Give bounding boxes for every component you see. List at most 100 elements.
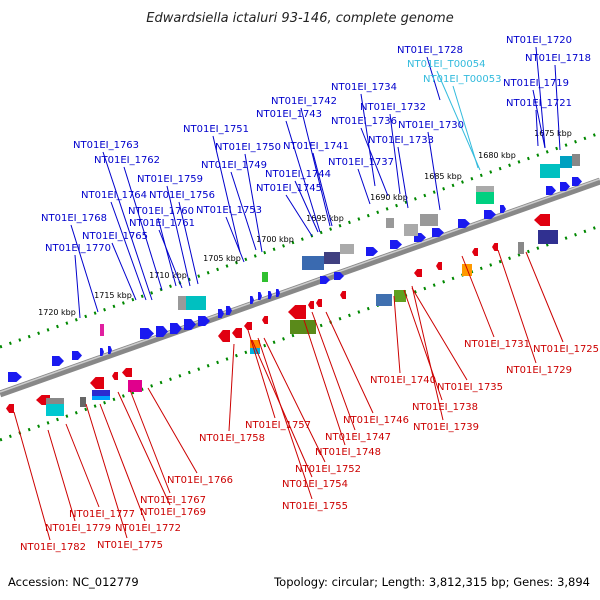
leader-nt01ei-1730 <box>427 131 441 211</box>
leader-nt01ei-1749 <box>230 171 257 251</box>
gene-label-nt01ei-1766[interactable]: NT01EI_1766 <box>167 475 233 486</box>
gene-label-nt01ei-1760[interactable]: NT01EI_1760 <box>128 206 194 217</box>
scale-label: 1705 kbp <box>203 254 241 263</box>
gene-box <box>476 190 494 204</box>
gene-label-nt01ei-1777[interactable]: NT01EI_1777 <box>69 509 135 520</box>
gene-label-nt01ei-1775[interactable]: NT01EI_1775 <box>97 540 163 551</box>
gene-label-nt01ei-1754[interactable]: NT01EI_1754 <box>282 479 348 490</box>
gene-label-nt01ei-1769[interactable]: NT01EI_1769 <box>140 507 206 518</box>
gene-label-nt01ei-1734[interactable]: NT01EI_1734 <box>331 82 397 93</box>
gene-label-nt01ei-1733[interactable]: NT01EI_1733 <box>368 135 434 146</box>
gene-box <box>420 214 438 226</box>
gene-label-nt01ei-t00054[interactable]: NT01EI_T00054 <box>407 59 486 70</box>
gene-label-nt01ei-1748[interactable]: NT01EI_1748 <box>315 447 381 458</box>
gene-label-nt01ei-1728[interactable]: NT01EI_1728 <box>397 45 463 56</box>
leader-nt01ei-1777 <box>65 423 100 508</box>
gene-label-nt01ei-1763[interactable]: NT01EI_1763 <box>73 140 139 151</box>
gene-label-nt01ei-1772[interactable]: NT01EI_1772 <box>115 523 181 534</box>
gene-label-nt01ei-1764[interactable]: NT01EI_1764 <box>81 190 147 201</box>
gene-label-nt01ei-1744[interactable]: NT01EI_1744 <box>265 169 331 180</box>
gene-label-nt01ei-1747[interactable]: NT01EI_1747 <box>325 432 391 443</box>
gene-box <box>128 380 142 392</box>
leader-nt01ei-1760 <box>157 217 177 287</box>
leader-nt01ei-1734 <box>360 93 376 187</box>
gene-arrow <box>276 289 280 297</box>
gene-box <box>46 404 64 416</box>
gene-label-nt01ei-1752[interactable]: NT01EI_1752 <box>295 464 361 475</box>
gene-label-nt01ei-1739[interactable]: NT01EI_1739 <box>413 422 479 433</box>
gene-box <box>540 164 560 178</box>
gene-label-nt01ei-1735[interactable]: NT01EI_1735 <box>437 382 503 393</box>
gene-label-nt01ei-1755[interactable]: NT01EI_1755 <box>282 501 348 512</box>
leader-nt01ei-1761 <box>158 229 183 289</box>
gene-label-nt01ei-1741[interactable]: NT01EI_1741 <box>283 141 349 152</box>
gene-label-nt01ei-1738[interactable]: NT01EI_1738 <box>412 402 478 413</box>
gene-label-nt01ei-1762[interactable]: NT01EI_1762 <box>94 155 160 166</box>
gene-label-nt01ei-1765[interactable]: NT01EI_1765 <box>82 231 148 242</box>
gene-arrow <box>184 319 196 330</box>
gene-label-nt01ei-1729[interactable]: NT01EI_1729 <box>506 365 572 376</box>
gene-box <box>302 256 324 270</box>
genome-stats-text: Topology: circular; Length: 3,812,315 bp… <box>273 575 590 589</box>
leader-nt01ei-1731 <box>461 255 495 338</box>
gene-label-nt01ei-1746[interactable]: NT01EI_1746 <box>343 415 409 426</box>
leader-nt01ei-t00054 <box>436 70 481 171</box>
gene-label-nt01ei-1737[interactable]: NT01EI_1737 <box>328 157 394 168</box>
map-title: Edwardsiella ictaluri 93-146, complete g… <box>146 11 453 26</box>
gene-box <box>80 397 86 407</box>
gene-label-nt01ei-1779[interactable]: NT01EI_1779 <box>45 523 111 534</box>
gene-label-nt01ei-1768[interactable]: NT01EI_1768 <box>41 213 107 224</box>
gene-box <box>324 252 340 264</box>
gene-arrow <box>250 296 254 304</box>
gene-label-nt01ei-1782[interactable]: NT01EI_1782 <box>20 542 86 553</box>
gene-arrow <box>198 316 210 326</box>
gene-label-nt01ei-t00053[interactable]: NT01EI_T00053 <box>423 74 502 85</box>
gene-arrow <box>218 330 230 342</box>
gene-arrow <box>244 322 252 330</box>
gene-arrow <box>572 177 582 186</box>
gene-arrow <box>390 240 402 249</box>
gene-label-nt01ei-1761[interactable]: NT01EI_1761 <box>129 218 195 229</box>
gene-label-nt01ei-1756[interactable]: NT01EI_1756 <box>149 190 215 201</box>
leader-nt01ei-1772 <box>99 403 146 522</box>
gene-label-nt01ei-1758[interactable]: NT01EI_1758 <box>199 433 265 444</box>
gene-label-nt01ei-1725[interactable]: NT01EI_1725 <box>533 344 599 355</box>
gene-box <box>376 294 392 306</box>
gene-arrow <box>436 262 442 270</box>
gene-label-nt01ei-1767[interactable]: NT01EI_1767 <box>140 495 206 506</box>
leader-nt01ei-1736 <box>360 127 389 197</box>
gene-label-nt01ei-1719[interactable]: NT01EI_1719 <box>503 78 569 89</box>
gene-box <box>386 218 394 228</box>
gene-label-nt01ei-1751[interactable]: NT01EI_1751 <box>183 124 249 135</box>
gene-label-nt01ei-1720[interactable]: NT01EI_1720 <box>506 35 572 46</box>
gene-arrow <box>546 186 556 195</box>
gene-label-nt01ei-1759[interactable]: NT01EI_1759 <box>137 174 203 185</box>
gene-label-nt01ei-1732[interactable]: NT01EI_1732 <box>360 102 426 113</box>
gene-label-nt01ei-1750[interactable]: NT01EI_1750 <box>215 142 281 153</box>
gene-label-nt01ei-1736[interactable]: NT01EI_1736 <box>331 116 397 127</box>
gene-arrow <box>320 276 330 284</box>
scale-label: 1685 kbp <box>424 172 462 181</box>
leader-nt01ei-1757 <box>247 329 276 419</box>
leader-nt01ei-1775 <box>85 403 128 539</box>
gene-box <box>394 290 406 302</box>
gene-arrow <box>156 326 168 337</box>
gene-label-nt01ei-1740[interactable]: NT01EI_1740 <box>370 375 436 386</box>
gene-box <box>538 230 558 244</box>
leader-nt01ei-1745 <box>285 194 313 237</box>
gene-arrow <box>500 205 506 213</box>
gene-label-nt01ei-1770[interactable]: NT01EI_1770 <box>45 243 111 254</box>
gene-label-nt01ei-1749[interactable]: NT01EI_1749 <box>201 160 267 171</box>
scale-label: 1715 kbp <box>94 291 132 300</box>
gene-label-nt01ei-1753[interactable]: NT01EI_1753 <box>196 205 262 216</box>
gene-label-nt01ei-1745[interactable]: NT01EI_1745 <box>256 183 322 194</box>
scale-label: 1690 kbp <box>370 193 408 202</box>
gene-label-nt01ei-1743[interactable]: NT01EI_1743 <box>256 109 322 120</box>
gene-label-nt01ei-1742[interactable]: NT01EI_1742 <box>271 96 337 107</box>
leader-nt01ei-1746 <box>325 311 374 414</box>
gene-label-nt01ei-1718[interactable]: NT01EI_1718 <box>525 53 591 64</box>
gene-label-nt01ei-1721[interactable]: NT01EI_1721 <box>506 98 572 109</box>
gene-label-nt01ei-1757[interactable]: NT01EI_1757 <box>245 420 311 431</box>
gene-label-nt01ei-1730[interactable]: NT01EI_1730 <box>398 120 464 131</box>
gene-label-nt01ei-1731[interactable]: NT01EI_1731 <box>464 339 530 350</box>
